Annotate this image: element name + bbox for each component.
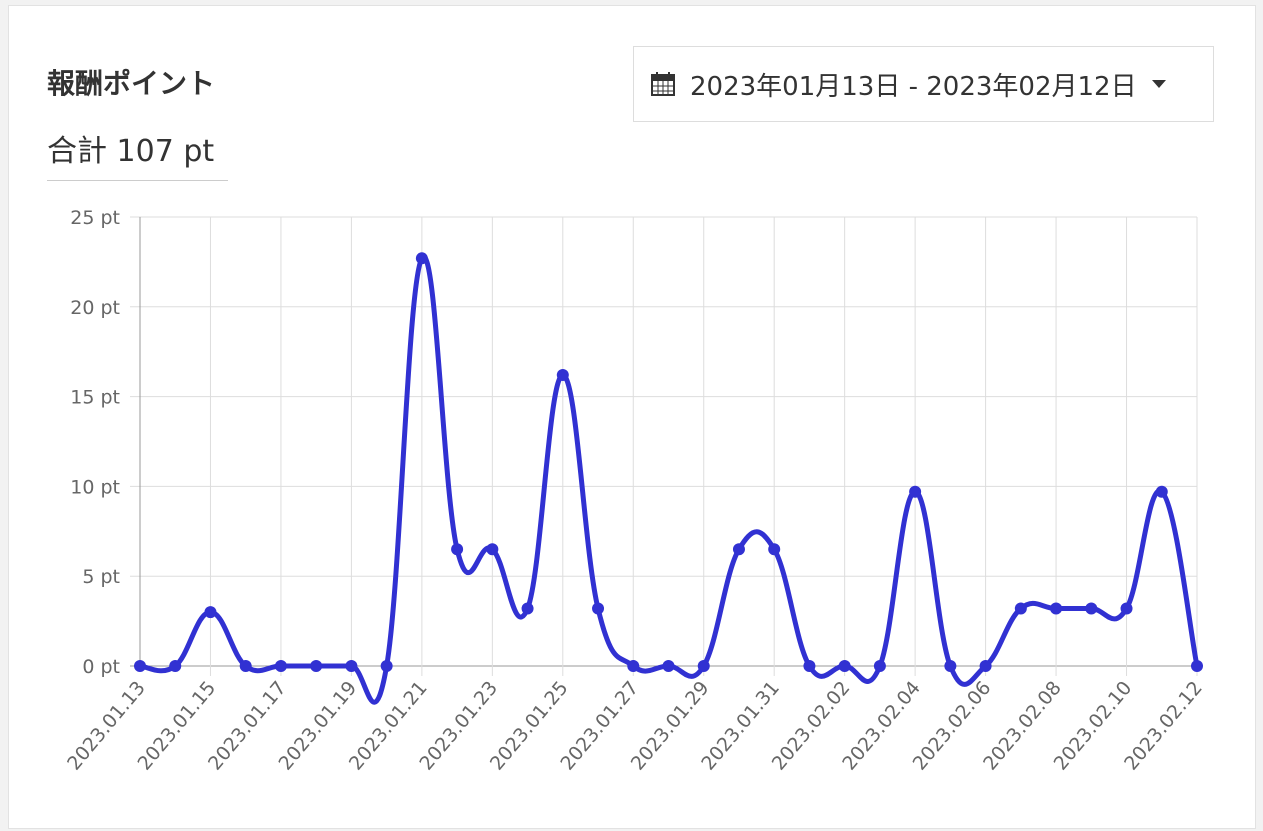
point bbox=[239, 660, 252, 672]
point bbox=[1050, 602, 1063, 615]
point bbox=[169, 660, 182, 672]
point bbox=[627, 660, 640, 672]
point bbox=[732, 543, 745, 556]
card: 報酬ポイント 合計 107 pt 2023年01月13日 - 2023年02月1… bbox=[8, 5, 1256, 829]
caret bbox=[1151, 80, 1166, 88]
point bbox=[838, 660, 851, 672]
point bbox=[1155, 485, 1168, 498]
date-range-picker[interactable]: 2023年01月13日 - 2023年02月12日 bbox=[633, 46, 1214, 122]
y-tick-label: 15 pt bbox=[70, 387, 120, 409]
point bbox=[1085, 602, 1098, 615]
point bbox=[556, 369, 569, 382]
point bbox=[345, 660, 358, 672]
point bbox=[451, 543, 464, 556]
point bbox=[204, 606, 217, 619]
y-tick-label: 5 pt bbox=[82, 566, 120, 588]
y-tick-label: 10 pt bbox=[70, 476, 120, 498]
point bbox=[768, 543, 781, 556]
point bbox=[1120, 602, 1133, 615]
point bbox=[521, 602, 534, 615]
date-range-text: 2023年01月13日 - 2023年02月12日 bbox=[690, 71, 1137, 102]
point bbox=[944, 660, 957, 672]
point bbox=[415, 252, 428, 265]
total: 合計 107 pt bbox=[47, 126, 229, 181]
y-tick-label: 0 pt bbox=[82, 656, 120, 678]
point bbox=[697, 660, 710, 672]
calendar-icon bbox=[651, 72, 675, 96]
point bbox=[909, 485, 922, 498]
point bbox=[592, 602, 605, 615]
point bbox=[662, 660, 675, 672]
y-tick-label: 20 pt bbox=[70, 297, 120, 319]
y-tick-label: 25 pt bbox=[70, 207, 120, 229]
point bbox=[979, 660, 992, 672]
point bbox=[803, 660, 816, 672]
point bbox=[873, 660, 886, 672]
point bbox=[134, 660, 146, 672]
point bbox=[1014, 602, 1027, 615]
line bbox=[139, 254, 1200, 705]
point bbox=[380, 660, 393, 672]
point bbox=[1191, 660, 1203, 672]
point bbox=[274, 660, 287, 672]
point bbox=[486, 543, 499, 556]
card-title: 報酬ポイント bbox=[47, 67, 216, 100]
point bbox=[310, 660, 323, 672]
